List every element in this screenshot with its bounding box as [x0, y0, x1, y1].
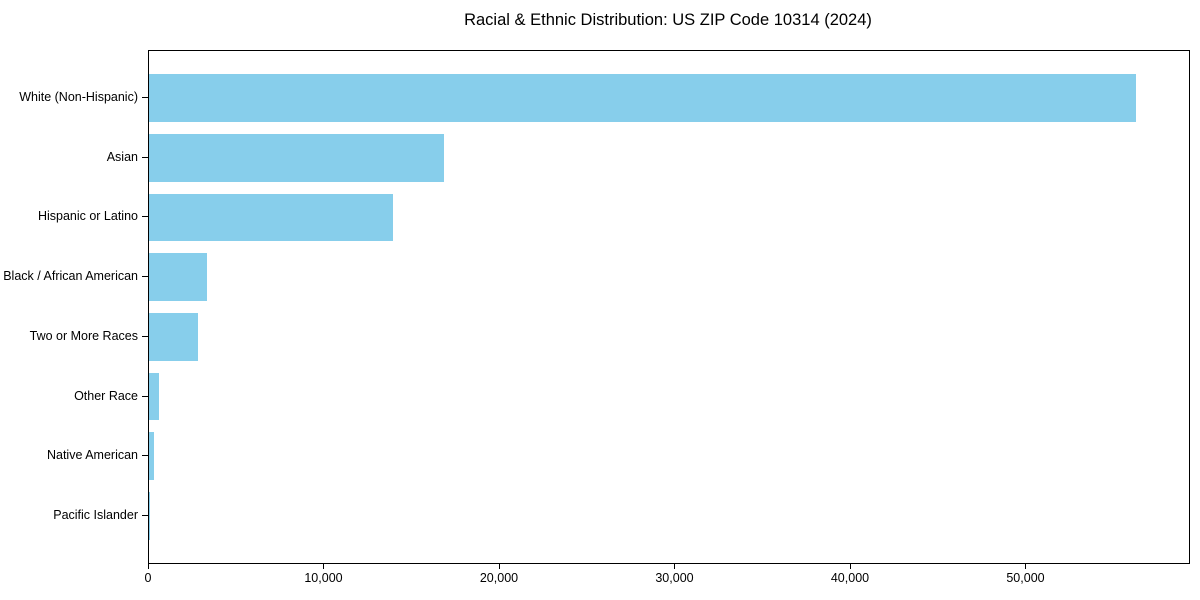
- x-tick-mark: [1025, 563, 1027, 569]
- y-tick-mark: [142, 216, 148, 218]
- y-tick-mark: [142, 514, 148, 516]
- y-tick-label: Black / African American: [3, 269, 138, 284]
- y-tick-label: Two or More Races: [29, 328, 138, 343]
- x-tick-label: 20,000: [479, 571, 519, 585]
- bar-asian: [149, 133, 444, 182]
- x-tick-label: 40,000: [830, 571, 870, 585]
- y-tick-label: Asian: [106, 149, 138, 164]
- plot-area: [148, 50, 1190, 564]
- y-tick-label: Native American: [46, 448, 138, 463]
- y-tick-label: White (Non-Hispanic): [19, 90, 138, 105]
- x-tick-label: 0: [144, 571, 152, 585]
- bar-native-american: [149, 432, 154, 481]
- x-tick-label: 50,000: [1006, 571, 1045, 585]
- x-tick-mark: [674, 563, 676, 569]
- y-tick-mark: [142, 335, 148, 337]
- x-tick-mark: [148, 563, 149, 569]
- x-tick-mark: [323, 563, 325, 569]
- bar-other-race: [149, 372, 159, 421]
- y-tick-mark: [142, 276, 148, 278]
- y-tick-label: Hispanic or Latino: [37, 209, 138, 224]
- y-tick-label: Other Race: [74, 388, 138, 403]
- chart-title: Racial & Ethnic Distribution: US ZIP Cod…: [464, 11, 872, 29]
- y-tick-mark: [142, 455, 148, 457]
- y-tick-mark: [142, 395, 148, 397]
- x-tick-label: 30,000: [655, 571, 694, 585]
- y-tick-mark: [142, 97, 148, 99]
- bar-two-or-more-races: [149, 312, 198, 361]
- bar-hispanic-or-latino: [149, 193, 393, 242]
- x-tick-label: 10,000: [304, 571, 343, 585]
- x-tick-mark: [498, 563, 500, 569]
- bar-white-non-hispanic: [149, 74, 1136, 122]
- bar-black-african-american: [149, 253, 208, 302]
- y-tick-label: Pacific Islander: [53, 507, 138, 522]
- y-tick-mark: [142, 156, 148, 158]
- x-tick-mark: [849, 563, 851, 569]
